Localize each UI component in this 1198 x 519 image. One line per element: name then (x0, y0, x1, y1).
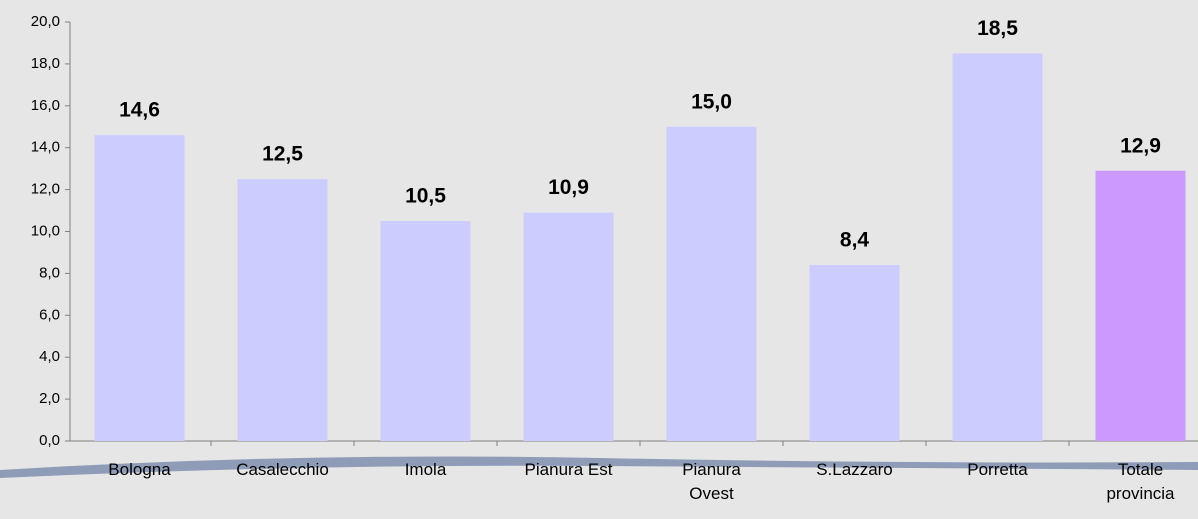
y-tick-label: 12,0 (31, 181, 60, 198)
y-tick-label: 20,0 (31, 13, 60, 30)
value-label: 8,4 (840, 229, 870, 252)
x-tick-label: Pianura Ovest (682, 460, 741, 503)
bar (523, 212, 614, 441)
x-tick-label: S.Lazzaro (816, 460, 893, 479)
value-label: 12,9 (1120, 134, 1161, 157)
y-tick-label: 4,0 (39, 348, 60, 365)
y-tick-label: 2,0 (39, 390, 60, 407)
bar (952, 53, 1043, 442)
bar (94, 135, 185, 441)
y-tick-label: 10,0 (31, 222, 60, 239)
value-label: 12,5 (262, 143, 303, 166)
bar (666, 126, 757, 441)
value-label: 14,6 (119, 99, 160, 122)
x-tick-label: Pianura Est (524, 460, 613, 479)
bar (1095, 170, 1186, 441)
bar (237, 179, 328, 441)
y-tick-label: 6,0 (39, 306, 60, 323)
y-tick-label: 16,0 (31, 97, 60, 114)
value-label: 10,5 (405, 185, 446, 208)
y-tick-label: 14,0 (31, 139, 60, 156)
bar (380, 221, 471, 441)
x-tick-label: Totale provincia (1106, 460, 1175, 503)
y-tick-label: 0,0 (39, 432, 60, 449)
value-label: 10,9 (548, 176, 589, 199)
bar (809, 265, 900, 441)
y-tick-label: 18,0 (31, 55, 60, 72)
x-tick-label: Casalecchio (236, 460, 329, 479)
x-tick-label: Porretta (967, 460, 1028, 479)
value-label: 15,0 (691, 90, 732, 113)
x-tick-label: Imola (404, 460, 447, 479)
decorative-swoosh (0, 456, 1198, 478)
y-tick-label: 8,0 (39, 264, 60, 281)
x-tick-label: Bologna (108, 460, 171, 479)
value-label: 18,5 (977, 17, 1018, 40)
